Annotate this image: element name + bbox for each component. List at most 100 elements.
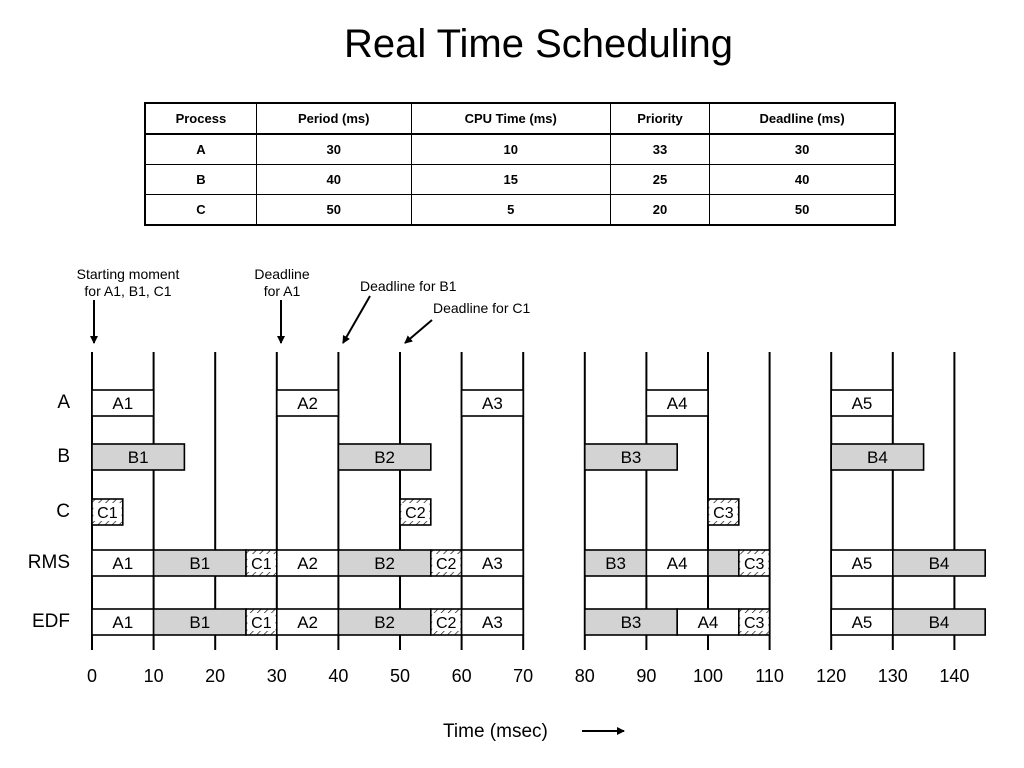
axis-tick-label: 140 [939,666,969,686]
job-label: B2 [374,613,395,632]
job-bar [337,608,432,636]
table-cell: 30 [709,133,896,165]
job-bar [91,608,155,636]
job-bar [460,608,525,636]
job-bar [91,549,155,577]
table-header-row: Process Period (ms) CPU Time (ms) Priori… [144,102,896,135]
job-label: C3 [744,556,765,573]
job-label: B4 [929,613,950,632]
job-label: A2 [297,394,318,413]
table-header-cell: CPU Time (ms) [410,102,611,135]
row-label-rms: RMS [28,552,70,573]
job-label: B3 [621,613,642,632]
axis-tick-label: 50 [390,666,410,686]
job-label: A5 [852,554,873,573]
annotation-text: Deadline for B1 [360,278,457,294]
axis-tick-label: 40 [328,666,348,686]
job-label: A2 [297,554,318,573]
axis-tick-label: 60 [452,666,472,686]
axis-tick-label: 90 [636,666,656,686]
job-label: A5 [852,613,873,632]
axis-tick-label: 70 [513,666,533,686]
table-row: B 40 15 25 40 [144,164,896,195]
table-cell: 40 [709,164,896,195]
row-label-b: B [57,446,70,467]
job-label: B1 [128,448,149,467]
job-bar [275,389,340,417]
page-title: Real Time Scheduling [343,22,734,66]
time-axis: 0 10 20 30 40 50 60 70 80 90 100 110 120 130 140 Time (… [87,666,969,742]
table-cell: 25 [609,164,711,195]
annotation-arrow [404,319,433,344]
job-label-bg [247,613,276,631]
job-label-bg [432,554,461,572]
job-label: C2 [436,556,457,573]
table-cell: 30 [255,133,412,165]
job-bar [275,608,340,636]
job-label: C3 [713,505,734,522]
table-cell: 50 [255,194,412,226]
axis-tick-label: 130 [878,666,908,686]
job-bar [830,389,894,417]
annotation-text: Deadline [254,266,309,282]
job-label: B1 [189,613,210,632]
job-label: B1 [189,554,210,573]
table-cell: 15 [410,164,611,195]
job-label: A1 [112,394,133,413]
job-label: B2 [374,448,395,467]
annotation-arrow [342,295,371,344]
table-cell: A [144,133,257,165]
job-bar [275,549,340,577]
table-cell: 33 [609,133,711,165]
job-bar [830,608,894,636]
job-bar [676,608,740,636]
job-label: A1 [112,554,133,573]
job-label-bg [401,503,430,521]
job-label: A2 [297,613,318,632]
axis-tick-label: 110 [755,666,784,686]
axis-tick-label: 30 [267,666,287,686]
job-label: A5 [852,394,873,413]
table-header-cell: Deadline (ms) [709,102,896,135]
job-bar [707,549,740,577]
job-label: C2 [405,505,426,522]
job-label: C2 [436,615,457,632]
job-label-bg [740,554,769,572]
annotation-text: Deadline for C1 [433,300,530,316]
job-label-bg [740,613,769,631]
job-label: C1 [251,556,272,573]
row-label-edf: EDF [32,611,70,632]
process-parameters-table: Process Period (ms) CPU Time (ms) Priori… [144,102,896,226]
table-header-cell: Process [144,102,257,135]
row-label-a: A [57,392,70,413]
job-bars: A1 A2 A3 A4 A5 B1 B2 B3 B4 C1 C2 C3 A1 B1 C1 A2 B2 C2 A3 B3… [91,389,986,636]
annotation-text: for A1 [264,283,301,299]
job-label: A3 [482,554,503,573]
job-bar [645,389,709,417]
job-bar [891,608,986,636]
job-label: A4 [667,394,688,413]
axis-tick-label: 80 [575,666,595,686]
table-cell: B [144,164,257,195]
job-bar [583,443,678,471]
axis-tick-label: 20 [205,666,225,686]
job-label-bg [432,613,461,631]
job-label: A4 [667,554,688,573]
job-label: B4 [867,448,888,467]
job-label: B4 [929,554,950,573]
table-header-cell: Priority [609,102,711,135]
axis-tick-label: 100 [693,666,723,686]
job-bar [460,549,525,577]
annotation-text: for A1, B1, C1 [84,283,171,299]
job-label: C1 [97,505,118,522]
table-cell: 50 [709,194,896,226]
job-label: A3 [482,613,503,632]
job-label: B3 [605,554,626,573]
table-cell: 40 [255,164,412,195]
table-row: A 30 10 33 30 [144,133,896,165]
table-cell: C [144,194,257,226]
job-label: A4 [698,613,719,632]
job-label: B3 [621,448,642,467]
job-label-bg [247,554,276,572]
job-label: C3 [744,615,765,632]
